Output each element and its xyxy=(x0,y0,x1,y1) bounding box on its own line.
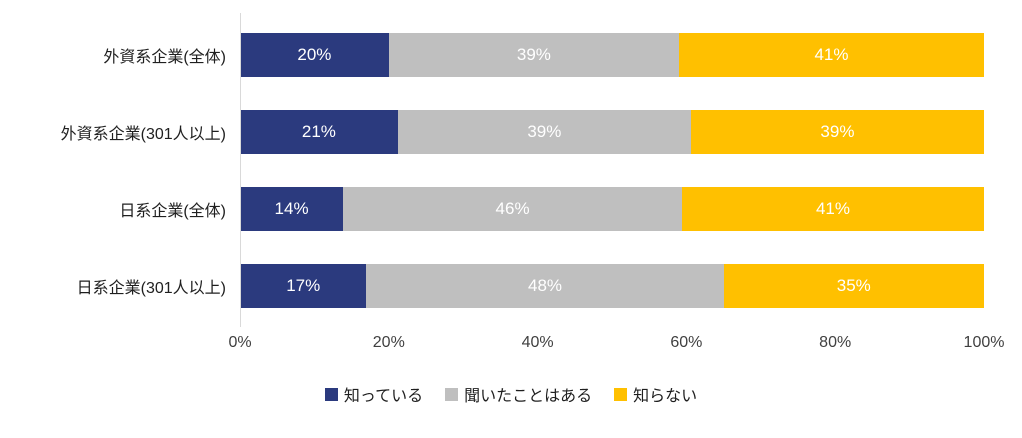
x-tick-label: 20% xyxy=(372,334,405,351)
legend-label: 知らない xyxy=(633,388,698,405)
data-label: 14% xyxy=(274,198,309,218)
bar-segment: 21% xyxy=(240,109,398,154)
x-tick-label: 40% xyxy=(521,334,554,351)
bar-segment: 41% xyxy=(681,186,984,231)
bar-row: 外資系企業(全体) 20% 39% 41% xyxy=(0,16,984,93)
data-label: 48% xyxy=(528,275,563,295)
bar-segment: 20% xyxy=(240,32,389,77)
bar-track: 14% 46% 41% xyxy=(240,186,984,231)
bar-segment: 39% xyxy=(690,109,984,154)
bar-track: 20% 39% 41% xyxy=(240,32,984,77)
bar-track: 17% 48% 35% xyxy=(240,263,984,308)
category-label: 日系企業(301人以上) xyxy=(76,279,226,297)
legend-swatch xyxy=(445,387,459,401)
data-label: 41% xyxy=(814,44,849,64)
data-label: 39% xyxy=(516,44,551,64)
bar-segment: 17% xyxy=(240,263,367,308)
x-tick-label: 100% xyxy=(963,334,1005,351)
legend-label: 聞いたことはある xyxy=(464,388,593,405)
data-label: 41% xyxy=(815,198,850,218)
legend-item: 知らない xyxy=(614,382,697,406)
data-label: 39% xyxy=(527,121,562,141)
legend-item: 聞いたことはある xyxy=(445,382,592,406)
data-label: 17% xyxy=(286,275,321,295)
category-label: 外資系企業(301人以上) xyxy=(60,125,226,143)
bar-track: 21% 39% 39% xyxy=(240,109,984,154)
bar-segment: 35% xyxy=(723,263,984,308)
data-label: 35% xyxy=(836,275,871,295)
data-label: 39% xyxy=(820,121,855,141)
data-label: 46% xyxy=(495,198,530,218)
bar-row: 日系企業(301人以上) 17% 48% 35% xyxy=(0,247,984,324)
legend-item: 知っている xyxy=(324,382,424,406)
bar-row: 日系企業(全体) 14% 46% 41% xyxy=(0,170,984,247)
bar-segment: 41% xyxy=(678,32,984,77)
x-tick-label: 80% xyxy=(819,334,852,351)
bar-segment: 39% xyxy=(388,32,679,77)
bar-segment: 14% xyxy=(240,186,344,231)
legend: 知っている 聞いたことはある 知らない xyxy=(0,382,1022,406)
category-label: 外資系企業(全体) xyxy=(103,48,226,66)
legend-label: 知っている xyxy=(343,388,424,405)
x-tick-label: 60% xyxy=(670,334,703,351)
bar-segment: 39% xyxy=(397,109,691,154)
bar-row: 外資系企業(301人以上) 21% 39% 39% xyxy=(0,93,984,170)
data-label: 20% xyxy=(297,44,332,64)
plot-area: 外資系企業(全体) 20% 39% 41% 外資系企業(301人以上) 21% 39% 39%… xyxy=(0,13,984,327)
bar-segment: 48% xyxy=(366,263,724,308)
legend-swatch xyxy=(614,387,628,401)
bar-segment: 46% xyxy=(343,186,682,231)
category-label: 日系企業(全体) xyxy=(119,202,226,220)
x-tick-label: 0% xyxy=(228,334,252,351)
data-label: 21% xyxy=(301,121,336,141)
x-axis: 0% 20% 40% 60% 80% 100% xyxy=(228,334,1004,356)
legend-swatch xyxy=(324,387,338,401)
